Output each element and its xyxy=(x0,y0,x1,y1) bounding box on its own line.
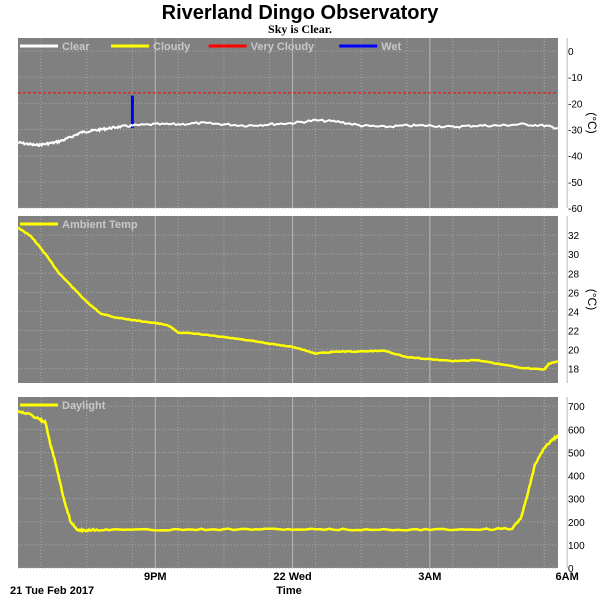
y-tick-label: -20 xyxy=(568,99,583,110)
legend-entry: Wet xyxy=(381,41,401,53)
panel-ambient: 18 20 22 24 26 28 30 32 (°C) Ambient Temp xyxy=(17,216,599,383)
panels: 0 -10 -20 -30 -40 -50 -60 (°C) Clear Cloudy Very C… xyxy=(17,38,599,583)
y-tick-label: 24 xyxy=(568,307,580,318)
legend-entry: Ambient Temp xyxy=(62,219,138,231)
legend-entry: Daylight xyxy=(62,400,106,412)
y-tick-label: 700 xyxy=(568,402,585,413)
chart-subtitle: Sky is Clear. xyxy=(268,22,332,36)
y-tick-label: 100 xyxy=(568,541,585,552)
legend-entry: Clear xyxy=(62,41,90,53)
y-tick-label: 300 xyxy=(568,495,585,506)
y-axis-unit: (°C) xyxy=(585,289,599,310)
x-tick-label: 9PM xyxy=(144,571,167,583)
series-line-ambient-temp xyxy=(17,226,559,371)
y-tick-label: 32 xyxy=(568,231,580,242)
y-tick-label: -10 xyxy=(568,73,583,84)
x-tick-label: 3AM xyxy=(418,571,441,583)
chart-title: Riverland Dingo Observatory xyxy=(162,2,440,24)
y-tick-label: 600 xyxy=(568,425,585,436)
y-tick-label: 0 xyxy=(568,564,574,575)
panel-daylight-background xyxy=(18,397,558,568)
y-tick-label: 26 xyxy=(568,288,580,299)
panel-sky: 0 -10 -20 -30 -40 -50 -60 (°C) Clear Cloudy Very C… xyxy=(17,38,599,215)
y-tick-label: 200 xyxy=(568,518,585,529)
y-tick-label: -50 xyxy=(568,178,583,189)
legend-entry: Very Cloudy xyxy=(251,41,315,53)
x-axis-title: Time xyxy=(276,585,301,597)
series-line-daylight xyxy=(17,409,559,534)
y-tick-label: 0 xyxy=(568,47,574,58)
y-tick-label: 400 xyxy=(568,472,585,483)
x-tick-label: 22 Wed xyxy=(273,571,311,583)
y-tick-label: 28 xyxy=(568,269,580,280)
x-axis-date-label: 21 Tue Feb 2017 xyxy=(10,585,94,597)
y-tick-label: 30 xyxy=(568,250,580,261)
x-tick-label: 6AM xyxy=(556,571,579,583)
series-line-clear xyxy=(17,118,558,148)
y-tick-label: -40 xyxy=(568,152,583,163)
y-tick-label: 22 xyxy=(568,327,580,338)
y-tick-label: -30 xyxy=(568,126,583,137)
y-tick-label: 18 xyxy=(568,365,580,376)
y-axis-unit: (°C) xyxy=(585,112,599,133)
y-tick-label: 20 xyxy=(568,346,580,357)
panel-daylight: 0 100 200 300 400 500 600 700 Daylight xyxy=(17,397,585,575)
y-tick-label: -60 xyxy=(568,204,583,215)
legend-entry: Cloudy xyxy=(153,41,191,53)
y-tick-label: 500 xyxy=(568,448,585,459)
panel-ambient-background xyxy=(18,216,558,383)
